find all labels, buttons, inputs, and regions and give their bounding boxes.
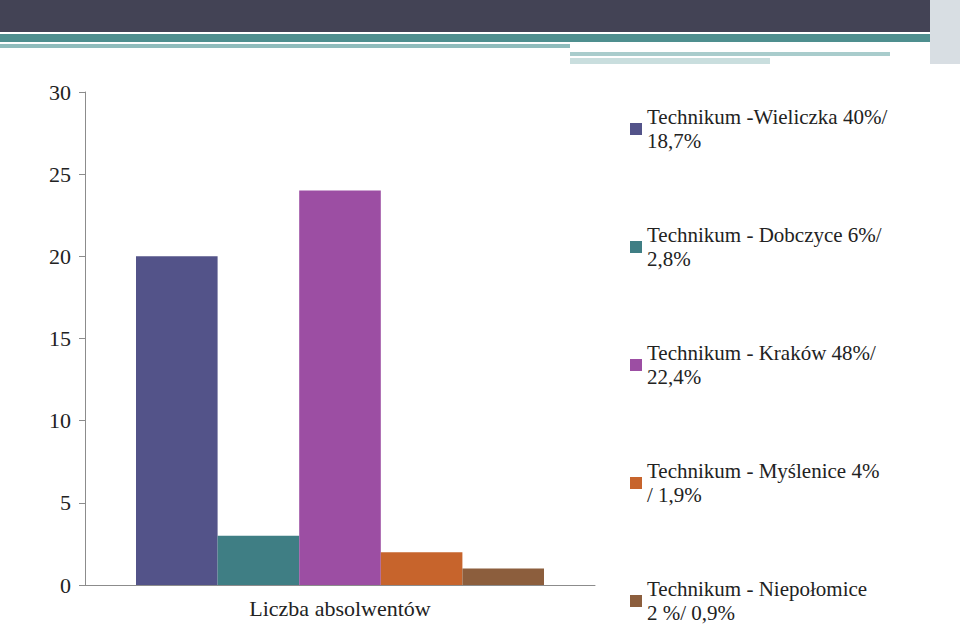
svg-text:Technikum - Kraków 48%/: Technikum - Kraków 48%/ [647,341,881,365]
svg-text:Technikum - Dobczyce 6%/: Technikum - Dobczyce 6%/ [647,223,887,247]
svg-text:5: 5 [60,490,71,515]
svg-text:15: 15 [49,326,71,351]
svg-text:Technikum -Wieliczka 40%/: Technikum -Wieliczka 40%/ [647,105,887,129]
svg-text:Technikum - Niepołomice: Technikum - Niepołomice [647,577,872,601]
svg-text:0: 0 [60,573,71,598]
svg-text:2,8%: 2,8% [647,247,691,271]
svg-text:22,4%: 22,4% [647,365,701,389]
svg-text:/ 1,9%: / 1,9% [647,483,702,507]
svg-text:Liczba absolwentów: Liczba absolwentów [249,596,431,621]
svg-text:10: 10 [49,408,71,433]
svg-text:30: 30 [49,80,71,105]
svg-text:25: 25 [49,162,71,187]
svg-text:2 %/ 0,9%: 2 %/ 0,9% [647,601,735,625]
svg-text:Technikum - Myślenice 4%: Technikum - Myślenice 4% [647,459,879,483]
svg-text:18,7%: 18,7% [647,129,701,153]
svg-text:20: 20 [49,244,71,269]
